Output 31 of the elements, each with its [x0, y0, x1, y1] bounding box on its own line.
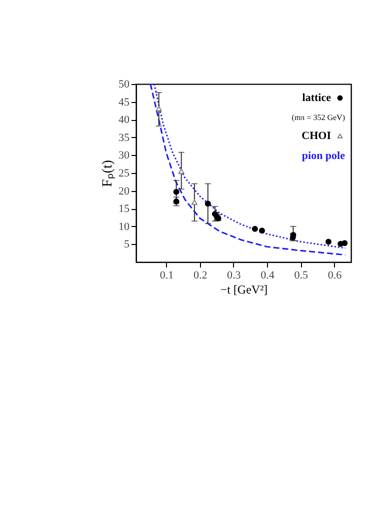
point [342, 240, 348, 246]
y-tick-label: 20 [118, 185, 130, 198]
point [204, 200, 211, 207]
point [156, 106, 162, 112]
x-tick-label: 0.6 [328, 270, 342, 282]
legend-label: lattice [302, 92, 332, 104]
y-tick-label: 30 [118, 150, 130, 162]
x-tick-label: 0.1 [160, 270, 174, 282]
y-tick-label: 25 [118, 168, 130, 180]
y-tick-label: 10 [118, 220, 130, 233]
y-tick-label: 45 [118, 96, 130, 108]
y-tick-label: 50 [118, 78, 130, 90]
y-tick-label: 15 [118, 203, 130, 216]
x-tick-label: 0.4 [260, 270, 275, 282]
point [258, 228, 265, 234]
y-tick-label: 40 [118, 114, 130, 126]
x-tick-label: 0.5 [294, 270, 308, 282]
point [325, 238, 332, 245]
annotation: (mπ = 352 GeV) [292, 113, 346, 122]
y-axis-title: Fₚ(t) [100, 160, 116, 187]
point [178, 168, 184, 174]
point [252, 226, 258, 232]
y-tick-label: 35 [118, 132, 130, 144]
point [173, 188, 180, 195]
y-tick-label: 5 [124, 238, 130, 251]
x-tick-label: 0.3 [227, 270, 242, 282]
text: pion pole [302, 150, 346, 162]
x-axis-title: −t [GeV²] [220, 282, 268, 296]
point [191, 200, 198, 205]
x-tick-label: 0.2 [193, 270, 208, 282]
legend-label: CHOI [302, 130, 331, 142]
